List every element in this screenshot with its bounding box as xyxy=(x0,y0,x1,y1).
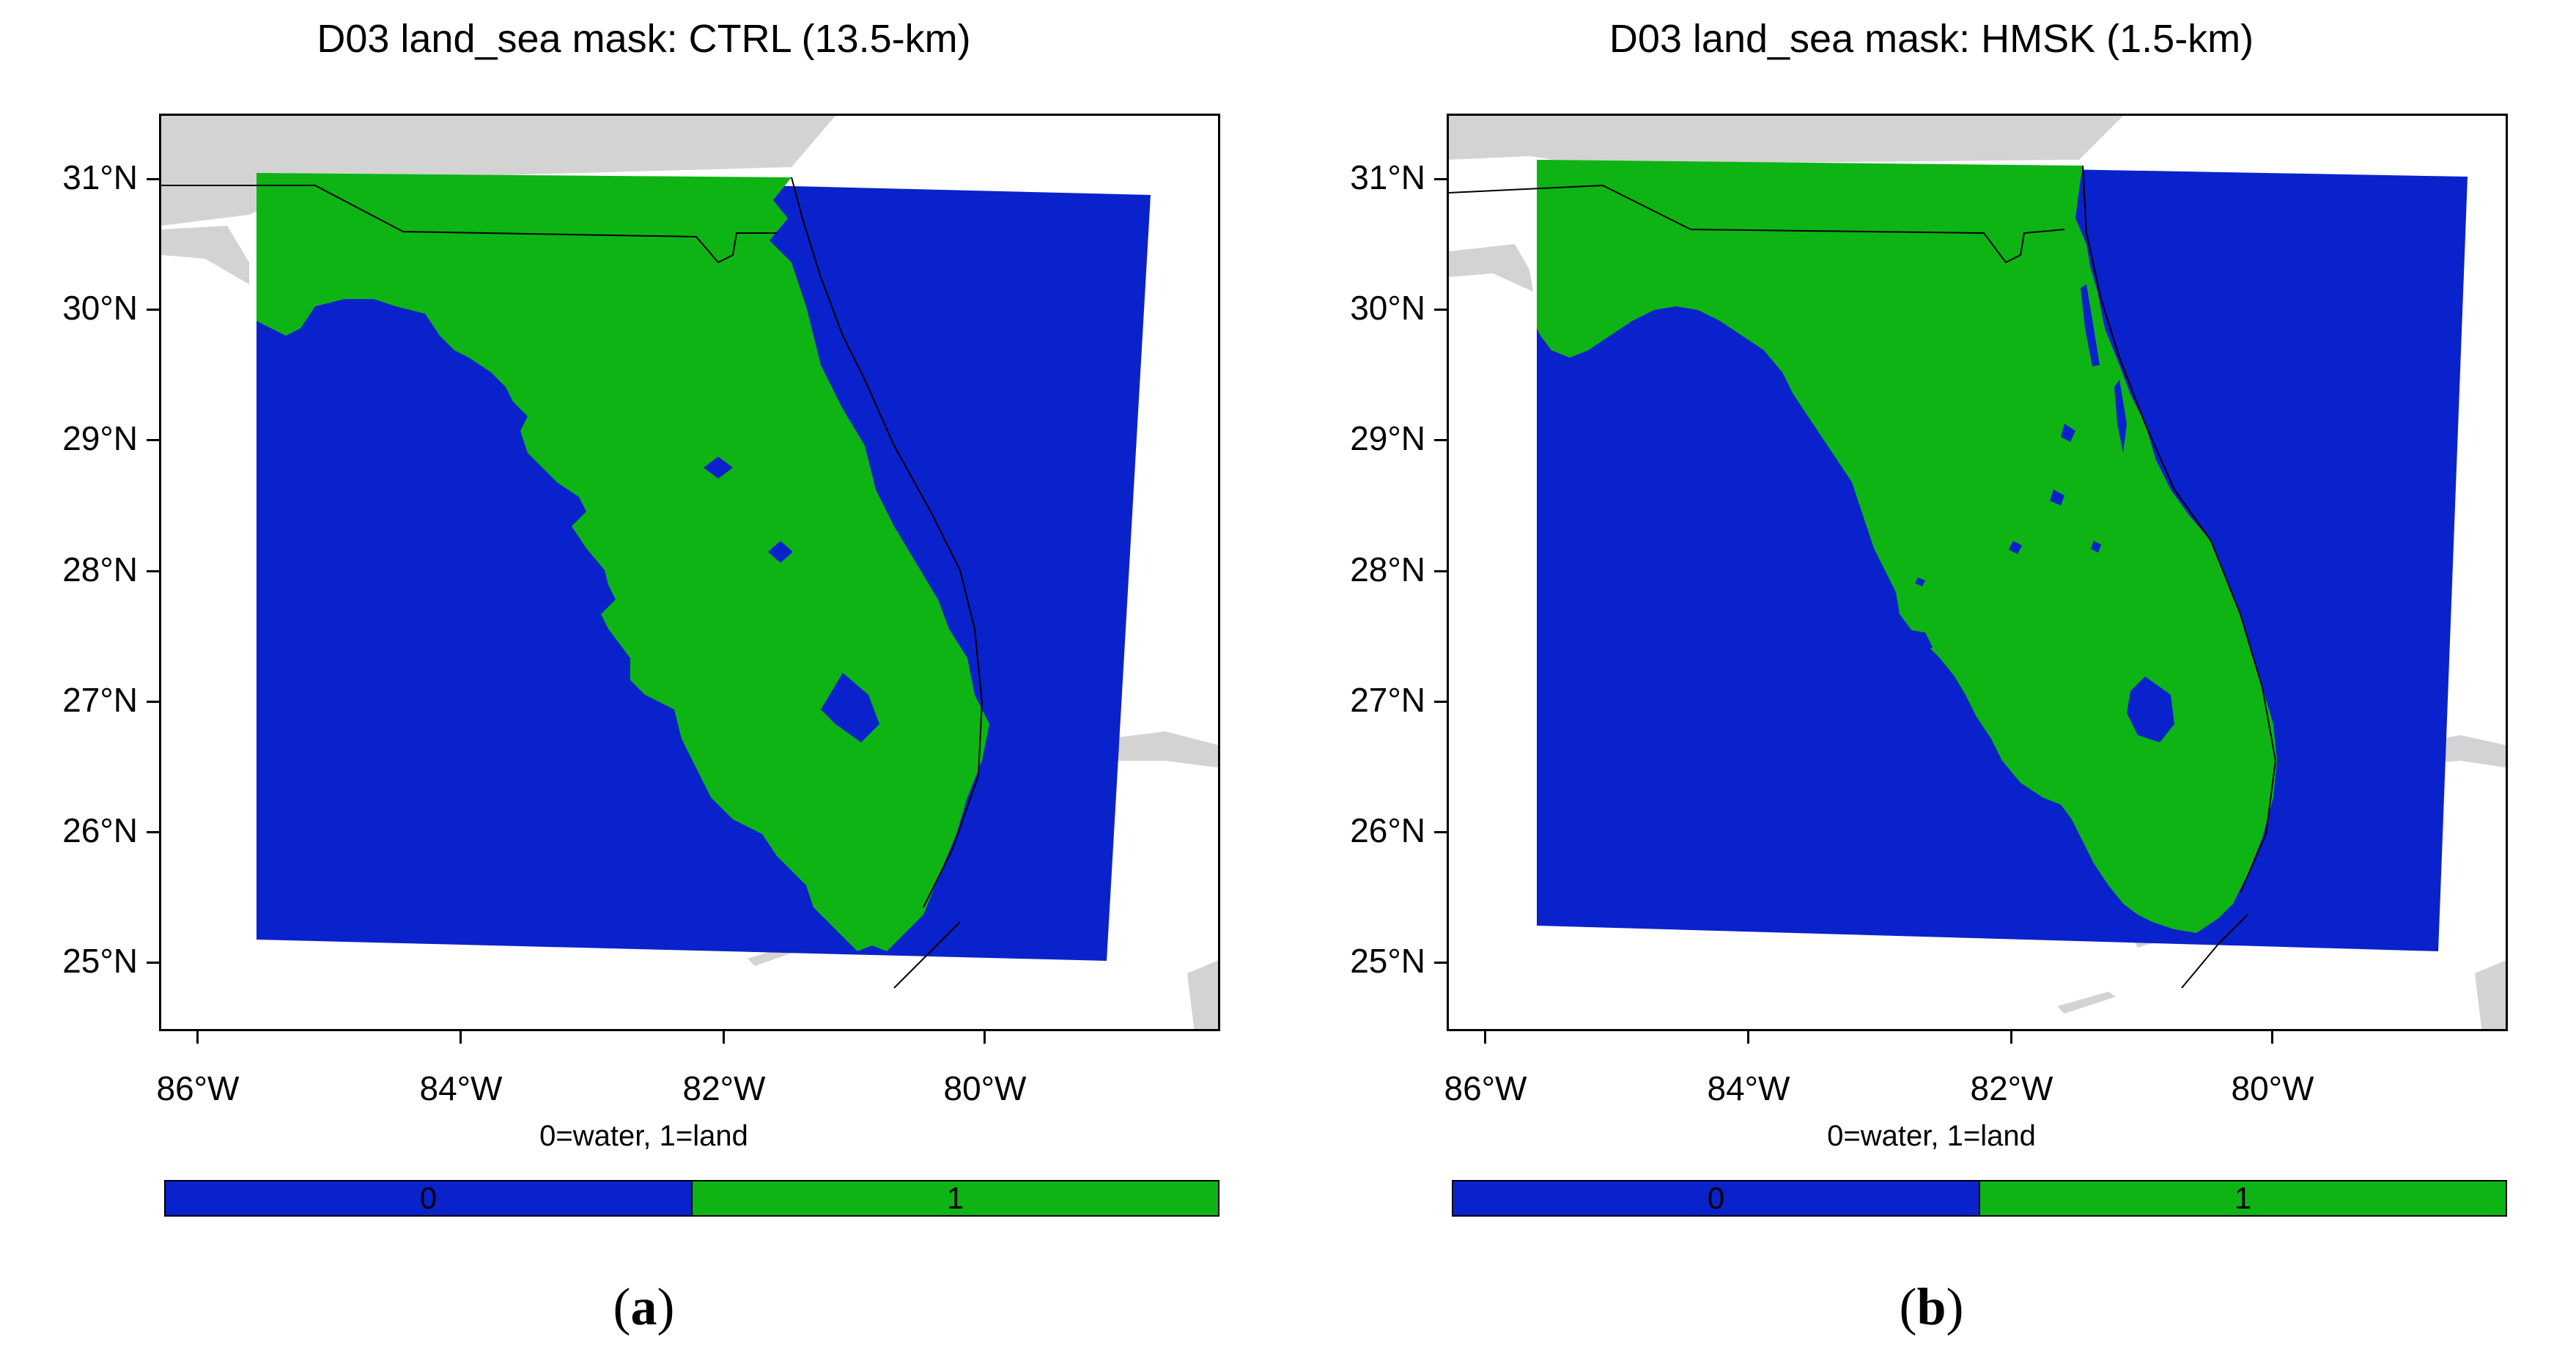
y-tick-label: 27°N xyxy=(62,681,138,719)
lake-b4 xyxy=(2091,541,2101,553)
y-tick xyxy=(147,962,159,964)
colorbar: 0 1 xyxy=(1452,1180,2507,1217)
y-tick xyxy=(1434,439,1447,441)
colorbar-water: 0 xyxy=(1453,1181,1979,1215)
panel-title: D03 land_sea mask: HMSK (1.5-km) xyxy=(1609,17,2254,61)
domain-land xyxy=(257,173,989,951)
outside-land-southeast xyxy=(1187,960,1218,1029)
lake-a1 xyxy=(704,457,733,479)
y-tick-label: 25°N xyxy=(1350,942,1425,980)
colorbar-land: 1 xyxy=(1979,1181,2506,1215)
colorbar-title: 0=water, 1=land xyxy=(539,1120,748,1152)
y-tick xyxy=(1434,831,1447,833)
x-tick-label: 84°W xyxy=(1707,1069,1790,1107)
colorbar-title: 0=water, 1=land xyxy=(1827,1120,2036,1152)
coastline xyxy=(791,177,983,908)
x-tick xyxy=(460,1031,462,1044)
coastline-south xyxy=(893,921,961,989)
y-tick-label: 26°N xyxy=(1350,811,1425,849)
outside-land-north xyxy=(161,116,835,226)
lake-okeechobee xyxy=(2127,676,2174,742)
x-tick-label: 84°W xyxy=(419,1069,503,1107)
y-tick xyxy=(147,570,159,572)
y-tick-label: 28°N xyxy=(1350,550,1425,589)
x-tick-label: 82°W xyxy=(682,1069,766,1107)
outside-land-southeast xyxy=(2475,960,2506,1029)
y-tick-label: 30°N xyxy=(1350,289,1425,327)
y-tick xyxy=(147,701,159,703)
x-tick-label: 80°W xyxy=(2231,1069,2314,1107)
map-frame xyxy=(1447,114,2508,1031)
outside-land-west xyxy=(1449,244,1533,292)
y-tick-label: 31°N xyxy=(1350,158,1425,196)
y-tick xyxy=(147,178,159,180)
lagoon-east xyxy=(2081,284,2100,366)
x-tick-label: 86°W xyxy=(156,1069,240,1107)
state-boundary xyxy=(161,185,777,264)
y-tick xyxy=(1434,701,1447,703)
lake-b1 xyxy=(2061,424,2075,442)
x-tick xyxy=(983,1031,986,1044)
y-tick xyxy=(1434,570,1447,572)
colorbar: 0 1 xyxy=(164,1180,1219,1217)
x-tick xyxy=(723,1031,725,1044)
outside-land-north xyxy=(1449,116,2123,167)
map-panel-b: D03 land_sea mask: HMSK (1.5-km) xyxy=(1288,0,2575,1361)
y-tick xyxy=(147,439,159,441)
colorbar-land: 1 xyxy=(691,1181,1218,1215)
y-tick-label: 27°N xyxy=(1350,681,1425,719)
outside-land-keys xyxy=(2057,992,2116,1014)
x-tick xyxy=(196,1031,199,1044)
land-sea-mask-map xyxy=(1449,116,2506,1029)
tampa-bay xyxy=(1900,629,1933,680)
panel-title: D03 land_sea mask: CTRL (13.5-km) xyxy=(317,17,971,61)
x-tick-label: 80°W xyxy=(943,1069,1027,1107)
y-tick-label: 25°N xyxy=(62,942,138,980)
y-tick xyxy=(1434,178,1447,180)
lake-b3 xyxy=(2009,541,2022,554)
map-frame xyxy=(159,114,1220,1031)
x-tick xyxy=(2271,1031,2273,1044)
lagoon-east-2 xyxy=(2114,380,2127,453)
land-sea-mask-map xyxy=(161,116,1218,1029)
y-tick-label: 29°N xyxy=(1350,419,1425,457)
y-tick-label: 30°N xyxy=(62,289,138,327)
lake-b5 xyxy=(1915,578,1925,586)
coastline-south xyxy=(2181,914,2248,989)
panel-label: (b) xyxy=(1899,1277,1964,1336)
lake-b2 xyxy=(2050,490,2064,506)
state-boundary xyxy=(1449,184,2065,264)
x-tick xyxy=(2010,1031,2012,1044)
y-tick-label: 28°N xyxy=(62,550,138,589)
panel-label: (a) xyxy=(613,1277,675,1336)
lake-okeechobee xyxy=(821,673,879,742)
x-tick-label: 86°W xyxy=(1444,1069,1527,1107)
lake-a2 xyxy=(768,541,793,563)
y-tick xyxy=(147,309,159,311)
x-tick xyxy=(1747,1031,1749,1044)
y-tick-label: 26°N xyxy=(62,811,138,849)
x-tick xyxy=(1484,1031,1486,1044)
coastline xyxy=(2082,165,2277,893)
y-tick xyxy=(1434,309,1447,311)
y-tick xyxy=(147,831,159,833)
colorbar-water: 0 xyxy=(166,1181,691,1215)
outside-land-west xyxy=(161,226,249,284)
x-tick-label: 82°W xyxy=(1970,1069,2053,1107)
outside-land-east xyxy=(1107,731,1218,768)
y-tick xyxy=(1434,962,1447,964)
y-tick-label: 29°N xyxy=(62,419,138,457)
map-panel-a: D03 land_sea mask: CTRL (13.5-km) 31°N xyxy=(62,17,1220,1336)
y-tick-label: 31°N xyxy=(62,158,138,196)
